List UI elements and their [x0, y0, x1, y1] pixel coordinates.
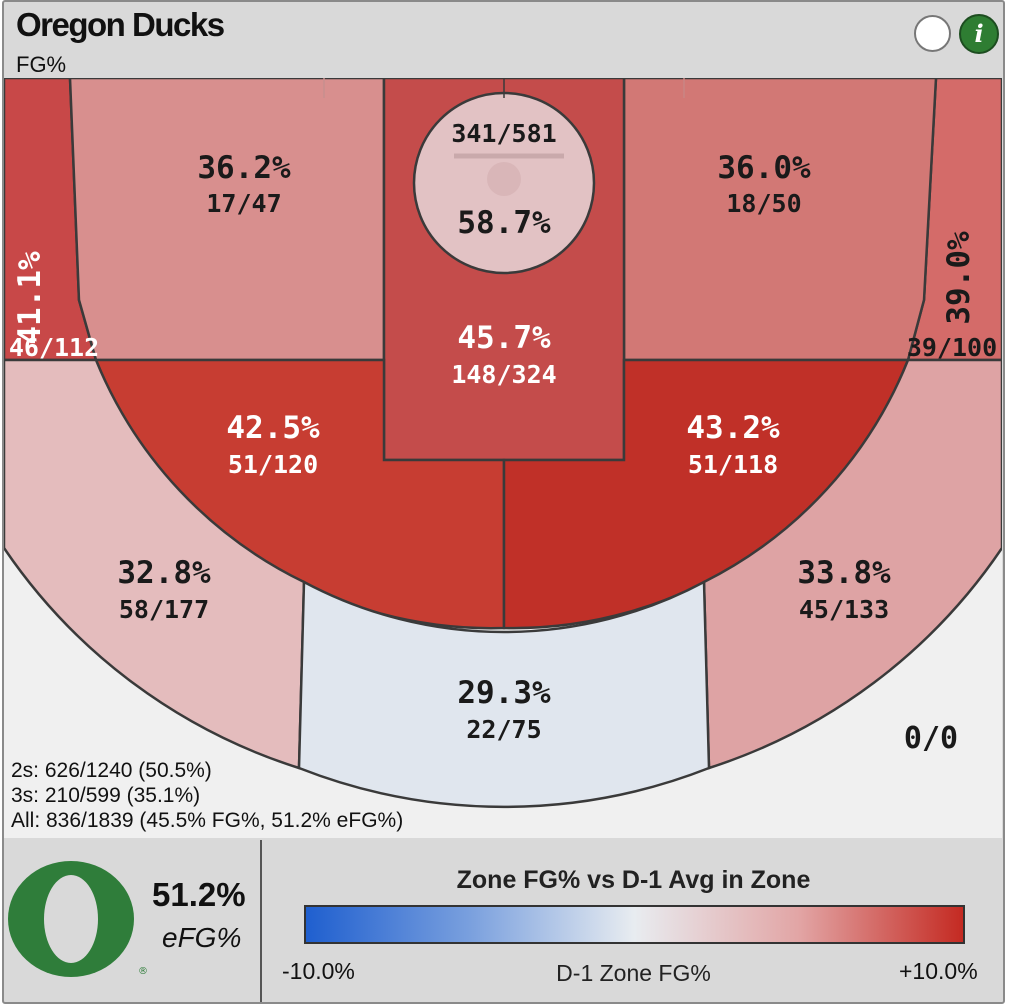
- court-heatmap: 41.1% 46/112 36.2% 17/47 341/581 58.7% 4…: [4, 78, 1002, 838]
- zone-fgm-label: 18/50: [726, 189, 801, 218]
- zone-pct-label: 42.5%: [226, 410, 320, 446]
- zone-fgm-label: 22/75: [466, 715, 541, 744]
- info-icon[interactable]: i: [959, 14, 999, 54]
- zone-fgm-label: 58/177: [119, 595, 209, 624]
- zone-pct-label: 29.3%: [457, 675, 551, 711]
- zone-fgm-label: 341/581: [451, 119, 556, 148]
- zone-fgm-label: 45/133: [799, 595, 889, 624]
- legend-mid-label: D-1 Zone FG%: [556, 960, 711, 986]
- zone-pct-label: 58.7%: [457, 205, 551, 241]
- zone-right-short-baseline[interactable]: [622, 78, 938, 362]
- zone-pct-label: 41.1%: [12, 251, 48, 345]
- zone-pct-label: 33.8%: [797, 555, 891, 591]
- zone-pct-label: 36.0%: [717, 150, 811, 186]
- zone-pct-label: 43.2%: [686, 410, 780, 446]
- zone-fgm-label: 51/118: [688, 450, 778, 479]
- svg-text:®: ®: [138, 966, 148, 977]
- efg-value: 51.2%: [152, 876, 246, 913]
- twos-total: 2s: 626/1240 (50.5%): [11, 759, 212, 782]
- zone-left-short-baseline[interactable]: [68, 78, 386, 362]
- zone-fgm-label: 51/120: [228, 450, 318, 479]
- totals-block: 2s: 626/1240 (50.5%) 3s: 210/599 (35.1%)…: [11, 758, 403, 833]
- zone-fgm-label: 39/100: [907, 333, 997, 362]
- legend-color-bar: [304, 905, 965, 944]
- footer-panel: ® 51.2% eFG% Zone FG% vs D-1 Avg in Zone…: [2, 840, 1003, 1002]
- court-svg: 41.1% 46/112 36.2% 17/47 341/581 58.7% 4…: [4, 78, 1002, 838]
- zone-pct-label: 32.8%: [117, 555, 211, 591]
- threes-total: 3s: 210/599 (35.1%): [11, 784, 201, 807]
- toggle-button[interactable]: [914, 15, 951, 52]
- chart-subtitle: FG%: [16, 52, 67, 77]
- all-total: All: 836/1839 (45.5% FG%, 51.2% eFG%): [11, 809, 404, 832]
- zone-pct-label: 39.0%: [941, 231, 977, 325]
- zone-fgm-label: 46/112: [9, 333, 99, 362]
- legend-title: Zone FG% vs D-1 Avg in Zone: [456, 866, 811, 894]
- team-title: Oregon Ducks: [16, 6, 225, 43]
- legend-min-label: -10.0%: [282, 958, 355, 984]
- zone-fgm-label: 148/324: [451, 360, 556, 389]
- zone-pct-label: 45.7%: [457, 320, 551, 356]
- zone-fgm-label: 17/47: [206, 189, 281, 218]
- zone-top-of-key-three[interactable]: [297, 579, 711, 809]
- zone-fgm-label: 0/0: [904, 721, 958, 756]
- footer-divider: [260, 840, 262, 1002]
- hoop-icon: [487, 162, 521, 196]
- zone-pct-label: 36.2%: [197, 150, 291, 186]
- efg-label: eFG%: [162, 922, 242, 953]
- oregon-o-logo: ®: [8, 861, 148, 977]
- legend-max-label: +10.0%: [899, 958, 978, 984]
